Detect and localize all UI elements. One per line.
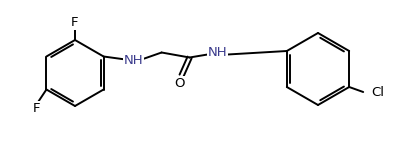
Text: O: O xyxy=(174,77,185,90)
Text: Cl: Cl xyxy=(371,85,384,98)
Text: NH: NH xyxy=(208,46,227,59)
Text: NH: NH xyxy=(124,54,143,67)
Text: F: F xyxy=(71,16,79,29)
Text: F: F xyxy=(33,102,40,115)
